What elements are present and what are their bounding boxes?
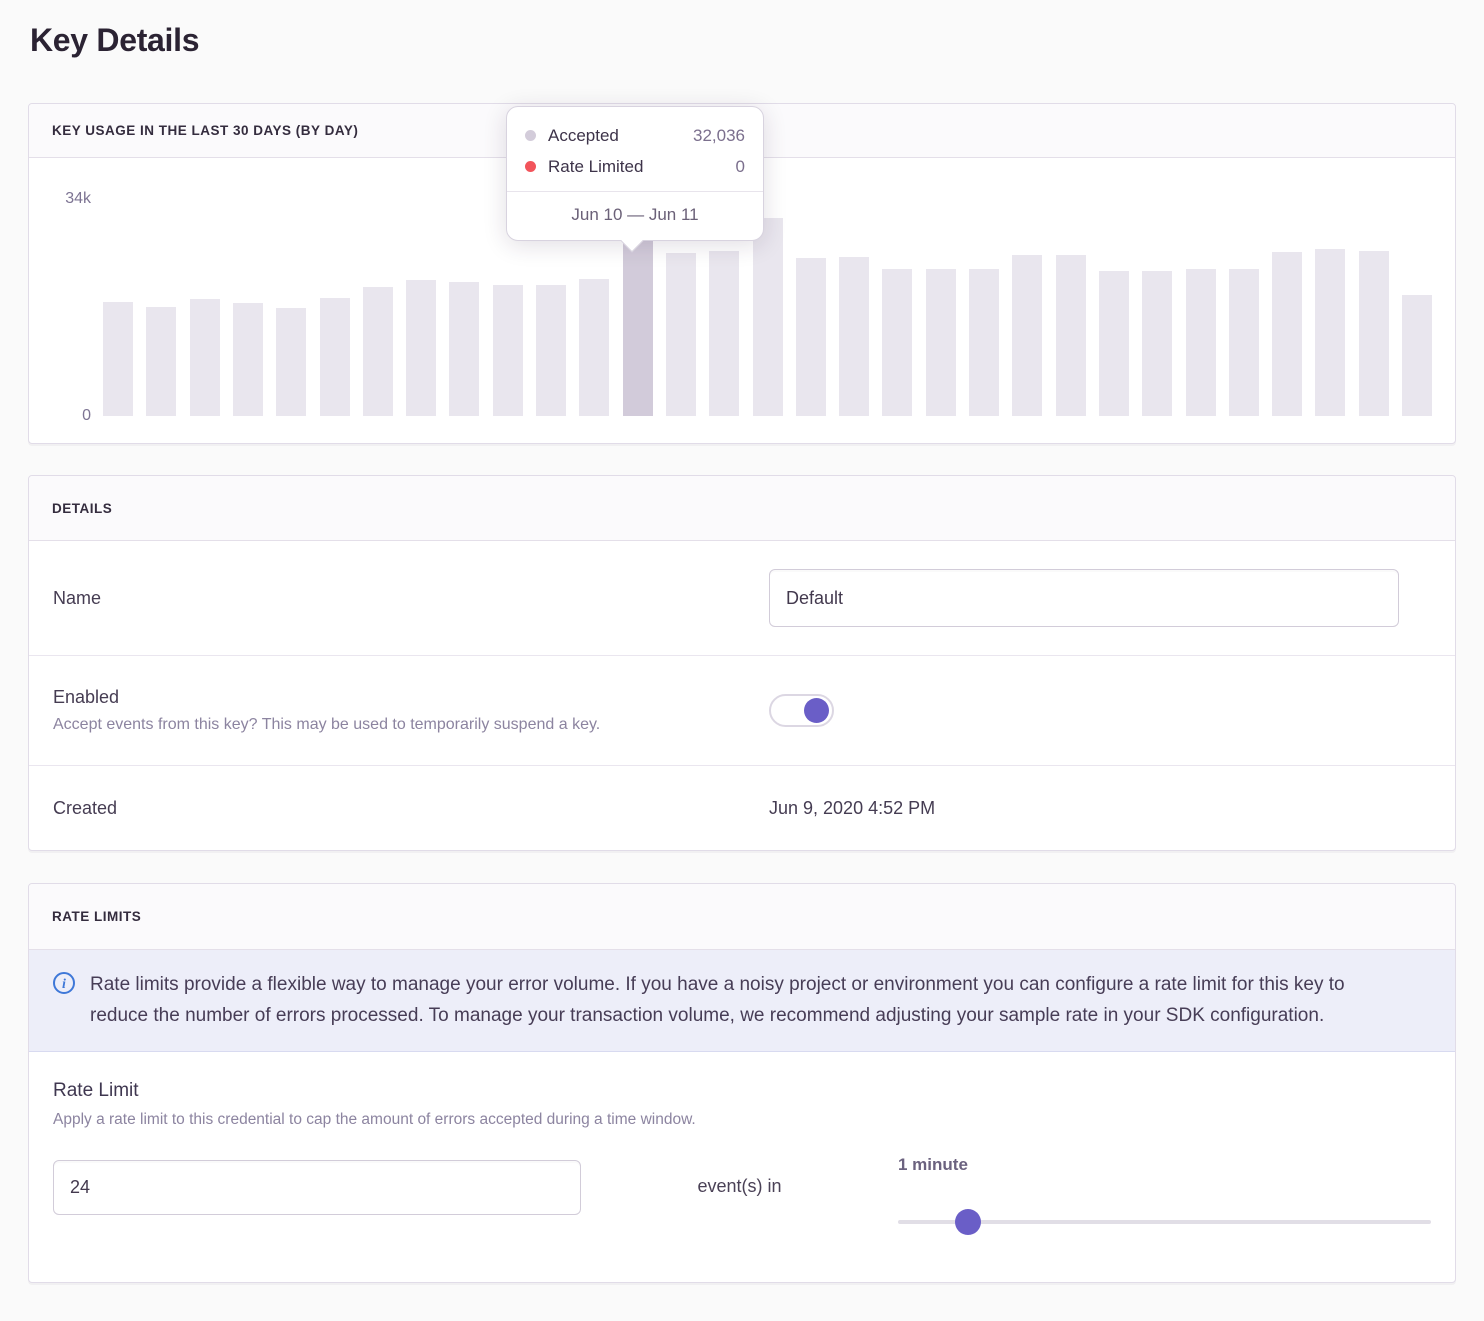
- name-input-value: Default: [786, 587, 844, 608]
- rate-limits-info-alert: Rate limits provide a flexible way to ma…: [29, 950, 1455, 1052]
- enabled-label-col: Enabled Accept events from this key? Thi…: [53, 687, 769, 734]
- usage-bar[interactable]: [752, 218, 783, 416]
- created-control-col: Jun 9, 2020 4:52 PM: [769, 798, 1431, 819]
- usage-bar[interactable]: [1402, 295, 1432, 416]
- usage-bar[interactable]: [319, 298, 350, 416]
- enabled-label: Enabled: [53, 687, 120, 707]
- created-label-col: Created: [53, 798, 769, 819]
- accepted-value: 32,036: [693, 125, 745, 145]
- enabled-row: Enabled Accept events from this key? Thi…: [29, 656, 1455, 766]
- name-input[interactable]: Default: [769, 569, 1399, 627]
- usage-bar[interactable]: [232, 303, 263, 416]
- details-panel: DETAILS Name Default Enabled Accept even…: [28, 475, 1456, 851]
- rate-limit-count-input[interactable]: 24: [53, 1160, 581, 1215]
- name-label: Name: [53, 587, 102, 608]
- created-label: Created: [53, 797, 118, 818]
- usage-bar[interactable]: [1185, 269, 1216, 416]
- name-row: Name Default: [29, 541, 1455, 656]
- enabled-help-text: Accept events from this key? This may be…: [53, 716, 601, 733]
- tooltip-date-range: Jun 10 — Jun 11: [507, 191, 763, 240]
- rate-limit-count-value: 24: [70, 1177, 91, 1197]
- y-axis-max-label: 34k: [65, 190, 91, 207]
- created-value: Jun 9, 2020 4:52 PM: [769, 797, 936, 818]
- rate-limit-window-slider[interactable]: [898, 1209, 1431, 1235]
- usage-bar[interactable]: [536, 285, 566, 416]
- enabled-toggle-knob: [804, 698, 829, 723]
- rate-limited-value: 0: [735, 156, 745, 176]
- accepted-dot-icon: [525, 130, 536, 141]
- rate-limit-field: Rate Limit Apply a rate limit to this cr…: [29, 1052, 1455, 1282]
- enabled-toggle[interactable]: [769, 694, 834, 727]
- usage-bar[interactable]: [795, 258, 826, 416]
- key-details-page: Key Details KEY USAGE IN THE LAST 30 DAY…: [0, 22, 1484, 1283]
- info-icon: [53, 972, 75, 994]
- created-row: Created Jun 9, 2020 4:52 PM: [29, 766, 1455, 850]
- slider-track[interactable]: [898, 1220, 1431, 1224]
- rate-limits-panel-title: RATE LIMITS: [52, 909, 142, 924]
- rate-limited-label: Rate Limited: [548, 156, 644, 176]
- rate-limited-dot-icon: [525, 161, 536, 172]
- usage-bar[interactable]: [362, 287, 393, 416]
- usage-bar[interactable]: [276, 308, 307, 416]
- rate-limit-window-block: 1 minute: [898, 1155, 1431, 1235]
- usage-bar[interactable]: [1228, 269, 1259, 416]
- enabled-control-col: [769, 694, 1431, 727]
- rate-limit-label: Rate Limit: [53, 1080, 139, 1101]
- accepted-label: Accepted: [548, 125, 619, 145]
- tooltip-row-accepted: Accepted 32,036: [525, 120, 745, 151]
- usage-bar[interactable]: [1142, 271, 1173, 416]
- y-axis-min-label: 0: [82, 407, 91, 424]
- usage-bar[interactable]: [103, 302, 133, 416]
- usage-bar[interactable]: [189, 299, 220, 416]
- key-usage-panel-title: KEY USAGE IN THE LAST 30 DAYS (BY DAY): [52, 123, 359, 138]
- rate-limits-panel: RATE LIMITS Rate limits provide a flexib…: [28, 883, 1456, 1283]
- usage-bar[interactable]: [1055, 255, 1086, 416]
- usage-bar[interactable]: [146, 307, 177, 416]
- page-title: Key Details: [30, 22, 200, 58]
- name-label-col: Name: [53, 588, 769, 609]
- usage-bar[interactable]: [925, 269, 956, 416]
- usage-bar[interactable]: [969, 269, 999, 416]
- rate-limits-alert-text: Rate limits provide a flexible way to ma…: [90, 974, 1345, 1026]
- slider-knob[interactable]: [954, 1209, 981, 1235]
- usage-bar[interactable]: [709, 251, 740, 416]
- tooltip-row-rate-limited: Rate Limited 0: [525, 151, 745, 182]
- rate-limit-help-text: Apply a rate limit to this credential to…: [53, 1111, 696, 1128]
- usage-bar[interactable]: [406, 280, 437, 416]
- usage-bar[interactable]: [579, 279, 610, 416]
- details-panel-header: DETAILS: [29, 476, 1455, 541]
- rate-limit-window-label: 1 minute: [898, 1155, 968, 1174]
- usage-bar[interactable]: [882, 269, 913, 416]
- usage-bar[interactable]: [1272, 252, 1303, 416]
- usage-bar[interactable]: [1358, 251, 1389, 416]
- usage-bar[interactable]: [449, 282, 480, 416]
- rate-limits-panel-header: RATE LIMITS: [29, 884, 1455, 950]
- usage-bar[interactable]: [1315, 249, 1346, 416]
- usage-bar[interactable]: [839, 257, 870, 416]
- chart-tooltip: Accepted 32,036 Rate Limited 0 Jun 10 — …: [506, 106, 764, 252]
- chart-tooltip-legend: Accepted 32,036 Rate Limited 0: [507, 107, 763, 191]
- details-panel-title: DETAILS: [52, 500, 113, 516]
- rate-limit-connector-text: event(s) in: [697, 1176, 782, 1196]
- usage-bar[interactable]: [1012, 255, 1043, 416]
- name-control-col: Default: [769, 569, 1431, 627]
- usage-chart: 34k 0: [29, 158, 1455, 443]
- key-usage-panel: KEY USAGE IN THE LAST 30 DAYS (BY DAY) 3…: [28, 103, 1456, 444]
- usage-bar[interactable]: [1098, 271, 1129, 416]
- usage-bar[interactable]: [492, 285, 523, 416]
- usage-bar[interactable]: [665, 253, 696, 416]
- rate-limit-controls: 24 event(s) in 1 minute: [53, 1155, 1431, 1235]
